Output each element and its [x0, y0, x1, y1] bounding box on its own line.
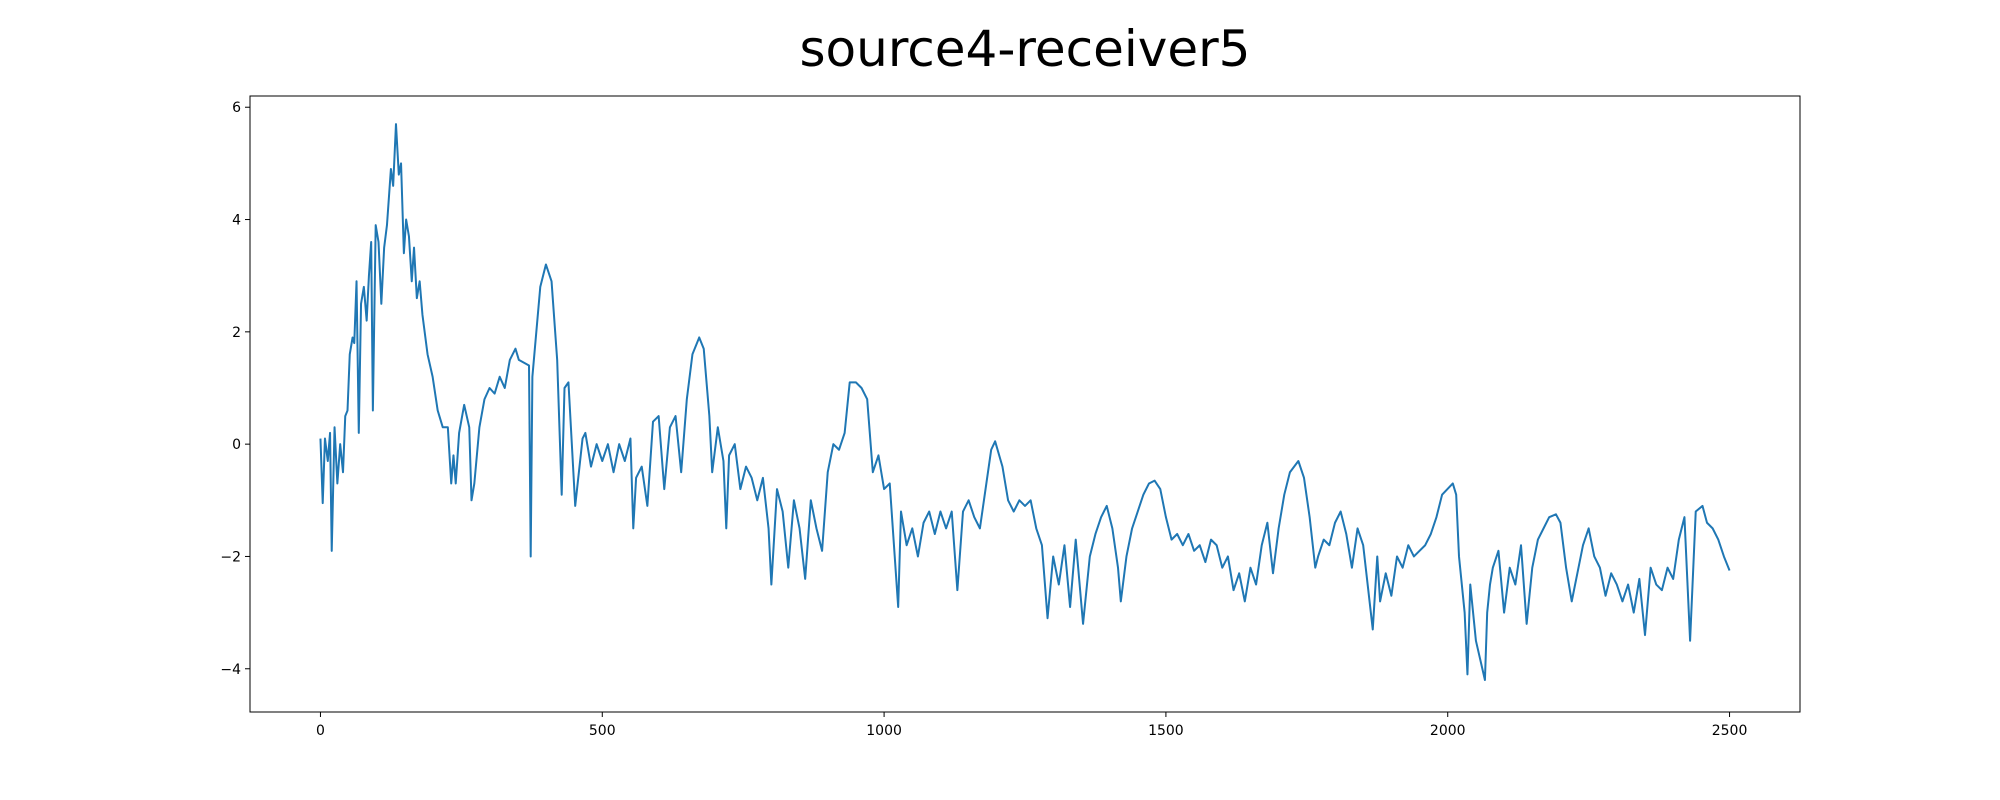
chart-title: source4-receiver5 [800, 20, 1251, 78]
x-tick-label: 1000 [866, 723, 902, 739]
y-tick-label: −4 [220, 662, 241, 678]
y-tick-label: 4 [232, 213, 241, 229]
y-tick-label: 2 [232, 325, 241, 341]
y-tick-label: 6 [232, 100, 241, 116]
y-tick-label: 0 [232, 437, 241, 453]
x-tick-label: 2500 [1712, 723, 1748, 739]
x-tick-label: 2000 [1430, 723, 1466, 739]
plot-frame [249, 95, 1801, 713]
x-tick-label: 500 [589, 723, 616, 739]
x-tick-label: 1500 [1148, 723, 1184, 739]
x-tick-label: 0 [316, 723, 325, 739]
data-line [319, 123, 1731, 681]
y-tick-label: −2 [220, 549, 241, 565]
